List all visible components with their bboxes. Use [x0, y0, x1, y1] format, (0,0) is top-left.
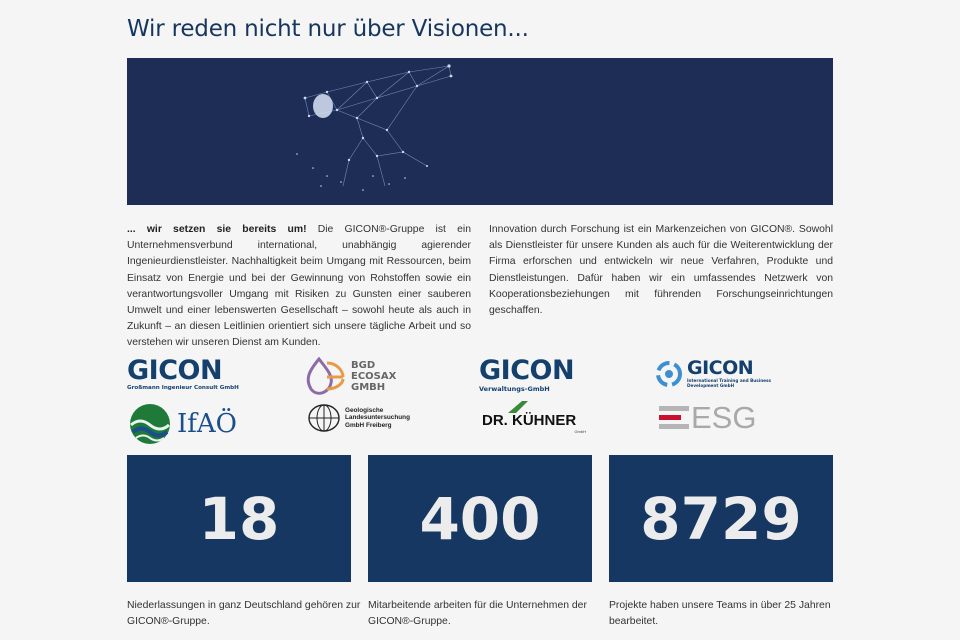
- stat-number: 18: [198, 484, 280, 553]
- stat-number-box: 18: [127, 455, 351, 582]
- logo-glu-freiberg[interactable]: Geologische Landesuntersuchung GmbH Frei…: [307, 403, 410, 433]
- logo-gicon-verwaltung[interactable]: GICON Verwaltungs-GmbH: [479, 355, 575, 394]
- bgd-drop-icon: [306, 357, 345, 395]
- logo-bgd-line3: GMBH: [351, 381, 386, 393]
- intro-left-body: Die GICON®-Gruppe ist ein Unternehmensve…: [127, 224, 471, 349]
- logo-ifao-word: IfAÖ: [177, 409, 237, 439]
- logo-gicon-main[interactable]: GICON Großmann Ingenieur Consult GmbH: [127, 355, 239, 392]
- stats-section: 18 Niederlassungen in ganz Deutschland g…: [127, 455, 833, 635]
- page-title: Wir reden nicht nur über Visionen...: [127, 16, 529, 42]
- intro-lead: ... wir setzen sie bereits um!: [127, 224, 307, 235]
- gicon-swirl-icon: [656, 360, 682, 387]
- logo-gicon-main-word: GICON: [127, 355, 223, 386]
- logo-gicon-international[interactable]: GICON International Training and Busines…: [655, 359, 771, 388]
- logo-glu-line3: GmbH Freiberg: [345, 421, 392, 429]
- globe-icon: [308, 404, 340, 432]
- intro-right-body: Innovation durch Forschung ist ein Marke…: [489, 224, 833, 317]
- logo-ifao[interactable]: IfAÖ: [129, 403, 237, 445]
- logo-glu-line2: Landesuntersuchung: [345, 414, 410, 422]
- stat-employees: 400 Mitarbeitende arbeiten für die Unter…: [368, 455, 592, 630]
- logo-kuehner-sub: GmbH: [574, 429, 586, 434]
- kuehner-roof-icon: [508, 401, 528, 413]
- logo-gicon-verw-word: GICON: [479, 355, 575, 386]
- logo-gicon-intl-sub1: International Training and Business: [687, 378, 772, 383]
- stat-description: Niederlassungen in ganz Deutschland gehö…: [127, 600, 361, 627]
- stat-number: 8729: [640, 484, 802, 553]
- ifao-wave-icon: [130, 404, 170, 444]
- logo-dr-kuehner[interactable]: DR. KÜHNER GmbH: [482, 401, 586, 434]
- logo-gicon-main-sub: Großmann Ingenieur Consult GmbH: [127, 385, 239, 391]
- stat-description: Mitarbeitende arbeiten für die Unternehm…: [368, 600, 587, 627]
- stat-projects: 8729 Projekte haben unsere Teams in über…: [609, 455, 833, 630]
- logo-kuehner-word: DR. KÜHNER: [482, 412, 577, 429]
- logo-esg[interactable]: ESG: [659, 400, 757, 435]
- telescope-network-illustration: [296, 64, 453, 191]
- logo-glu-line1: Geologische: [345, 406, 384, 414]
- hero-banner: [127, 58, 833, 205]
- stat-number: 400: [419, 484, 541, 553]
- logo-bgd-ecosax[interactable]: BGD ECOSAX GMBH: [303, 357, 396, 395]
- logo-bgd-line1: BGD: [351, 359, 376, 371]
- esg-stripes-icon: [659, 406, 689, 429]
- intro-left-column: ... wir setzen sie bereits um! Die GICON…: [127, 222, 471, 352]
- logo-gicon-intl-sub2: Development GmbH: [687, 383, 735, 388]
- logo-gicon-intl-word: GICON: [687, 357, 754, 379]
- stat-number-box: 400: [368, 455, 592, 582]
- company-logos: GICON Großmann Ingenieur Consult GmbH BG…: [127, 355, 833, 447]
- stat-description: Projekte haben unsere Teams in über 25 J…: [609, 600, 831, 627]
- logo-esg-word: ESG: [691, 400, 757, 435]
- stat-number-box: 8729: [609, 455, 833, 582]
- logo-bgd-line2: ECOSAX: [351, 370, 397, 382]
- stat-locations: 18 Niederlassungen in ganz Deutschland g…: [127, 455, 360, 630]
- intro-right-column: Innovation durch Forschung ist ein Marke…: [489, 222, 833, 319]
- logo-gicon-verw-sub: Verwaltungs-GmbH: [479, 385, 550, 393]
